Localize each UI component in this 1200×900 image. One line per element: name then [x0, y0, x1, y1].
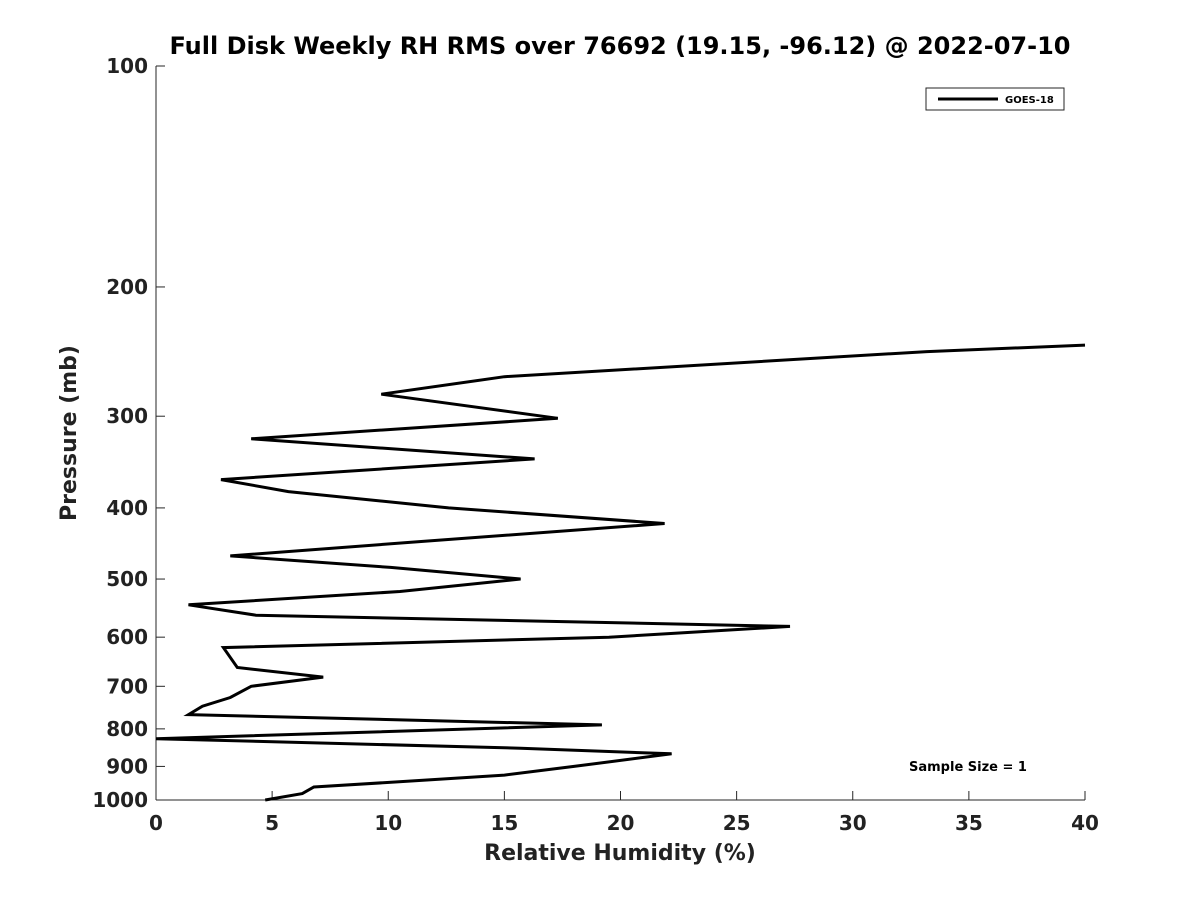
x-tick-label: 30 [839, 811, 867, 835]
y-tick-label: 500 [106, 567, 148, 591]
chart-title: Full Disk Weekly RH RMS over 76692 (19.1… [169, 32, 1070, 60]
x-tick-label: 5 [265, 811, 279, 835]
series-layer [155, 343, 1086, 802]
x-tick-label: 40 [1071, 811, 1099, 835]
y-tick-label: 1000 [92, 788, 148, 812]
sample-size-annotation: Sample Size = 1 [909, 760, 1027, 775]
axis-ticks: 0 5 10 15 20 25 30 35 40 100 200 300 400 500 600 700 800… [92, 54, 1099, 835]
y-tick-label: 700 [106, 674, 148, 698]
x-axis-label: Relative Humidity (%) [484, 841, 756, 866]
y-tick-label: 300 [106, 404, 148, 428]
x-tick-label: 0 [149, 811, 163, 835]
x-tick-label: 35 [955, 811, 983, 835]
series-line-1 [155, 343, 1086, 802]
y-tick-label: 200 [106, 275, 148, 299]
y-tick-label: 400 [106, 496, 148, 520]
y-tick-label: 800 [106, 717, 148, 741]
legend-label: GOES-18 [1005, 95, 1054, 106]
x-tick-label: 15 [490, 811, 518, 835]
y-tick-label: 100 [106, 54, 148, 78]
legend: GOES-18 [925, 87, 1065, 111]
y-axis-label: Pressure (mb) [57, 345, 82, 521]
y-tick-label: 600 [106, 625, 148, 649]
x-tick-label: 10 [374, 811, 402, 835]
x-tick-label: 20 [607, 811, 635, 835]
y-tick-label: 900 [106, 754, 148, 778]
plot-area [156, 66, 1085, 800]
x-tick-label: 25 [723, 811, 751, 835]
